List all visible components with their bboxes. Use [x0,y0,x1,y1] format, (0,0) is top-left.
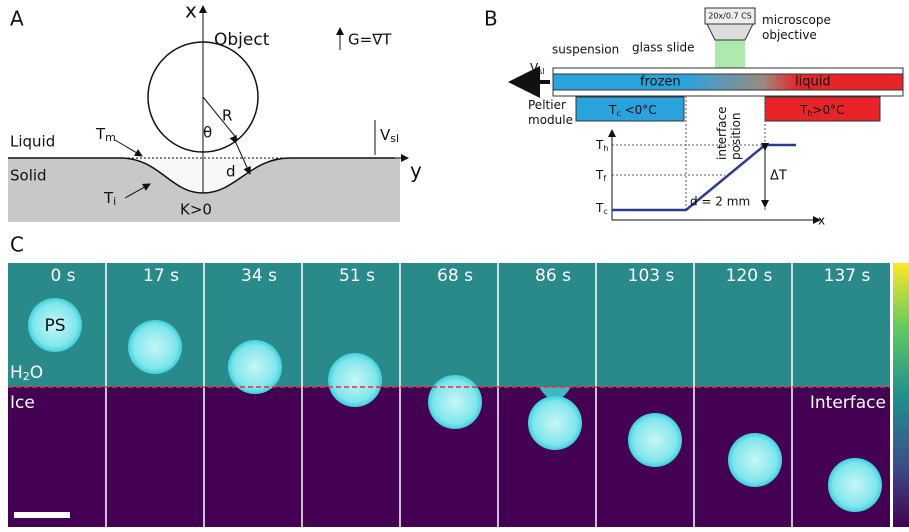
time-label: 17 s [143,266,179,286]
particle [128,320,182,374]
time-label: 137 s [824,266,871,286]
particle [628,413,682,467]
liquid-label: Liquid [10,133,55,151]
frozen-label: frozen [640,75,681,90]
ps-label: PS [44,316,65,336]
particle [728,433,782,487]
object-label: Object [214,30,270,50]
liquid-label: liquid [795,75,831,90]
tf-label: Tf [595,168,606,183]
glass-top [553,68,903,74]
tm-label: Tm [95,125,116,145]
particle [228,340,282,394]
figure: A x Object G=∇T R θ Liquid Solid Tm Vsl … [0,0,909,532]
glass-bottom [553,90,903,96]
axis-x: x [818,214,825,228]
time-label: 86 s [535,266,571,286]
particle [828,458,882,512]
th-condition: Th>0°C [799,103,845,118]
th-label: Th [595,138,608,153]
panel-label: C [10,233,24,257]
time-label: 0 s [50,266,75,286]
distance-label: d [226,163,236,181]
colorbar [893,263,909,527]
curvature-label: K>0 [180,201,212,219]
particle [428,375,482,429]
time-label: 68 s [437,266,473,286]
time-label: 34 s [241,266,277,286]
objective-tip [707,24,753,40]
time-label: 51 s [339,266,375,286]
angle-label: θ [203,124,212,142]
tc-label: Tc [595,201,608,216]
interface-position-label: interfaceposition [715,106,743,160]
panel-label: A [10,7,24,31]
suspension-layer [553,74,903,90]
interface-label: Interface [810,393,886,413]
objective-label: 20x/0.7 CS [708,12,752,21]
delta-t-label: ΔT [770,169,787,184]
tc-condition: Tc <0°C [608,103,657,118]
solid-label: Solid [10,167,47,185]
scale-bar [14,512,70,518]
particle [528,396,582,450]
particle [328,353,382,407]
time-label: 103 s [628,266,675,286]
axis-x: x [185,0,197,23]
light-beam [715,36,745,68]
time-label: 120 s [726,266,773,286]
axis-y: y [410,159,422,183]
suspension-label: suspension [552,43,619,57]
glass-slide-label: glass slide [632,41,695,55]
panel-label: B [484,7,498,31]
tm-arrow [115,140,142,156]
ice-label: Ice [10,393,35,413]
distance-label: d = 2 mm [690,195,750,209]
gradient-label: G=∇T [348,31,392,49]
vsl-label: Vsl [380,126,399,146]
radius-label: R [222,107,232,125]
vsl-label: Vsl [530,61,545,76]
panel-a: A x Object G=∇T R θ Liquid Solid Tm Vsl … [8,0,422,222]
